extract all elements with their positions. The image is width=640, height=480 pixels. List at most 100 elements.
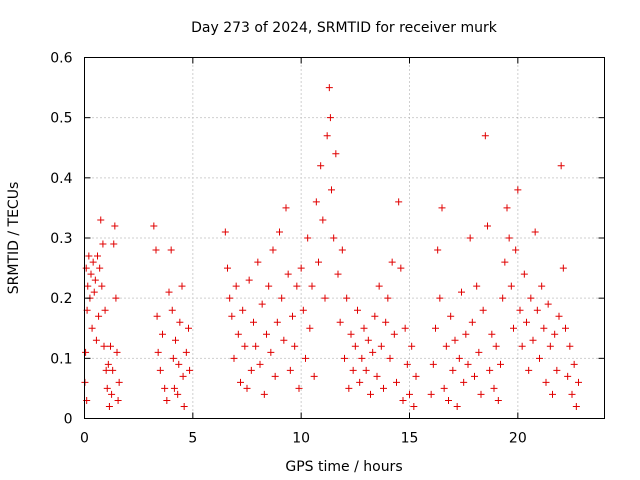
data-point [334, 270, 342, 278]
data-point [575, 378, 582, 386]
data-point [295, 384, 303, 392]
data-point [341, 354, 348, 362]
data-point [336, 318, 344, 326]
data-point [250, 318, 257, 326]
data-point [349, 366, 357, 374]
y-tick-label: 0.6 [50, 51, 72, 67]
data-point [382, 318, 390, 326]
data-point [399, 396, 407, 404]
data-point [566, 342, 574, 350]
data-points [81, 84, 582, 410]
data-point [326, 114, 334, 122]
data-point [520, 270, 528, 278]
data-point [165, 288, 173, 296]
data-point [107, 342, 114, 350]
data-point [87, 270, 95, 278]
data-point [356, 378, 364, 386]
data-point [267, 348, 275, 356]
data-point [529, 336, 537, 344]
data-point [175, 360, 183, 368]
data-point [406, 390, 413, 398]
data-point [343, 294, 351, 302]
data-point [507, 282, 515, 290]
data-point [527, 294, 535, 302]
data-point [291, 342, 299, 350]
data-point [531, 228, 539, 236]
data-point [551, 330, 559, 338]
data-point [536, 354, 543, 362]
data-point [542, 378, 550, 386]
data-point [269, 246, 277, 254]
data-point [395, 198, 403, 206]
data-point [494, 396, 502, 404]
data-point [228, 312, 236, 320]
data-point [317, 162, 325, 170]
data-point [179, 372, 187, 380]
data-point [468, 318, 476, 326]
data-point [488, 330, 496, 338]
data-point [447, 312, 455, 320]
data-point [479, 306, 487, 314]
data-point [369, 348, 377, 356]
data-point [293, 282, 301, 290]
data-point [432, 324, 439, 332]
data-point [471, 372, 478, 380]
data-point [237, 378, 244, 386]
data-point [104, 360, 112, 368]
data-point [254, 258, 262, 266]
data-point [245, 276, 253, 284]
data-point [562, 324, 569, 332]
data-point [347, 330, 355, 338]
data-point [397, 264, 405, 272]
data-point [310, 372, 318, 380]
data-point [241, 342, 249, 350]
data-point [323, 132, 331, 140]
data-point [89, 258, 97, 266]
data-point [273, 318, 281, 326]
data-point [497, 360, 504, 368]
data-point [159, 330, 166, 338]
data-point [325, 84, 333, 92]
data-point [234, 330, 242, 338]
data-point [306, 324, 314, 332]
data-point [101, 306, 109, 314]
data-point [386, 354, 394, 362]
data-point [88, 324, 96, 332]
data-point [180, 402, 188, 410]
data-point [100, 342, 108, 350]
data-point [367, 390, 374, 398]
data-point [169, 354, 177, 362]
data-point [271, 372, 279, 380]
data-point [163, 396, 171, 404]
data-point [289, 312, 296, 320]
data-point [434, 246, 442, 254]
data-point [388, 258, 396, 266]
data-point [390, 330, 398, 338]
y-tick-label: 0.2 [50, 291, 72, 307]
data-point [466, 234, 474, 242]
data-point [91, 276, 99, 284]
data-point [514, 186, 522, 194]
data-point [492, 342, 500, 350]
data-point [523, 318, 530, 326]
x-tick-label: 15 [401, 431, 419, 447]
data-point [403, 360, 411, 368]
data-point [299, 306, 307, 314]
data-point [278, 294, 286, 302]
data-point [486, 366, 494, 374]
data-point [330, 234, 338, 242]
axis-ticks: 0 5 10 15 20 0 0.1 0.2 0.3 0.4 0.5 0.6 [50, 51, 605, 447]
data-point [481, 132, 489, 140]
x-tick-label: 10 [292, 431, 310, 447]
data-point [92, 336, 100, 344]
data-point [503, 204, 511, 212]
data-point [525, 366, 533, 374]
data-point [460, 378, 468, 386]
x-tick-label: 5 [188, 431, 197, 447]
data-point [544, 300, 552, 308]
data-point [412, 372, 420, 380]
data-point [113, 348, 121, 356]
data-point [572, 402, 580, 410]
data-point [442, 342, 450, 350]
